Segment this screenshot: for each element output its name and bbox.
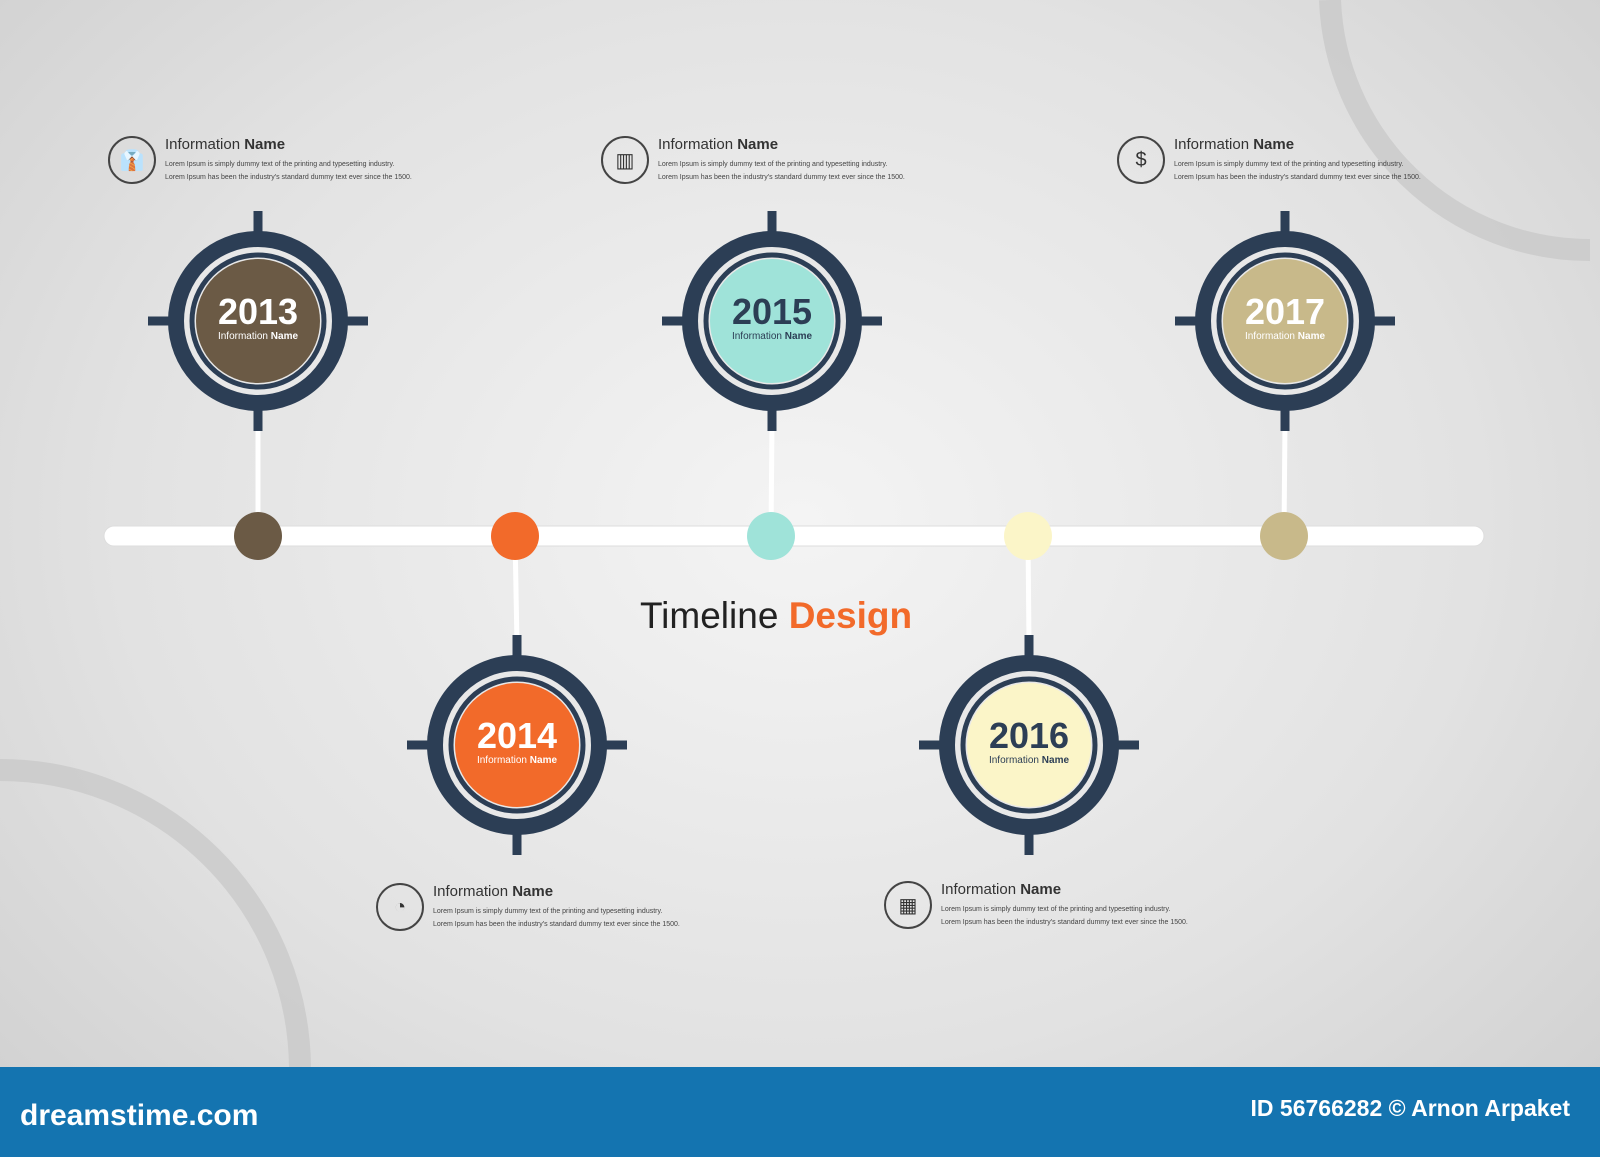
page-title: Timeline Design <box>639 595 913 636</box>
year-label: 2014 <box>476 715 558 756</box>
image-credit: ID 56766282 © Arnon Arpaket <box>1250 1095 1570 1121</box>
info-description: Lorem Ipsum is simply dummy text of the … <box>1174 161 1421 181</box>
year-circle-2016 <box>967 683 1091 807</box>
info-title: Information Name <box>658 136 779 153</box>
milestone-label: Information Name <box>731 331 813 342</box>
info-description: Lorem Ipsum is simply dummy text of the … <box>941 906 1188 926</box>
milestone-2014: 2014 Information Name <box>452 715 582 766</box>
pie-chart-icon: ◔ <box>376 883 424 931</box>
info-title: Information Name <box>941 881 1062 898</box>
timeline-graphic <box>0 0 1591 1067</box>
info-title: Information Name <box>165 136 286 153</box>
inner-ring <box>189 252 327 390</box>
milestone-label: Information Name <box>1244 331 1326 342</box>
inner-ring <box>1216 252 1354 390</box>
timeline-dot-2014 <box>491 512 539 560</box>
info-description: Lorem Ipsum is simply dummy text of the … <box>658 161 905 181</box>
year-circle-2013 <box>196 259 320 383</box>
timeline-dot-2013 <box>234 512 282 560</box>
dollar-icon: $ <box>1117 136 1165 184</box>
info-description: Lorem Ipsum is simply dummy text of the … <box>165 161 412 181</box>
timeline-dot-2016 <box>1004 512 1052 560</box>
year-label: 2013 <box>217 291 299 332</box>
milestone-label: Information Name <box>476 755 558 766</box>
footer-bar: dreamstime.com ID 56766282 © Arnon Arpak… <box>0 1067 1600 1157</box>
milestone-2016: 2016 Information Name <box>964 715 1094 766</box>
year-label: 2016 <box>988 715 1070 756</box>
milestone-label: Information Name <box>988 755 1070 766</box>
info-title: Information Name <box>433 883 554 900</box>
milestone-label: Information Name <box>217 331 299 342</box>
bar-chart-icon: ▥ <box>601 136 649 184</box>
year-circle-2015 <box>710 259 834 383</box>
logo: dreamstime.com <box>20 1099 259 1132</box>
year-circle-2017 <box>1223 259 1347 383</box>
buildings-icon: ▦ <box>884 881 932 929</box>
inner-ring <box>703 252 841 390</box>
tie-icon: 👔 <box>108 136 156 184</box>
timeline-dot-2017 <box>1260 512 1308 560</box>
info-title: Information Name <box>1174 136 1295 153</box>
year-label: 2017 <box>1244 291 1326 332</box>
inner-ring <box>960 676 1098 814</box>
inner-ring <box>448 676 586 814</box>
timeline-dot-2015 <box>747 512 795 560</box>
year-label: 2015 <box>731 291 813 332</box>
year-circle-2014 <box>455 683 579 807</box>
milestone-2015: 2015 Information Name <box>707 291 837 342</box>
milestone-2017: 2017 Information Name <box>1220 291 1350 342</box>
milestone-2013: 2013 Information Name <box>193 291 323 342</box>
info-description: Lorem Ipsum is simply dummy text of the … <box>433 908 680 928</box>
